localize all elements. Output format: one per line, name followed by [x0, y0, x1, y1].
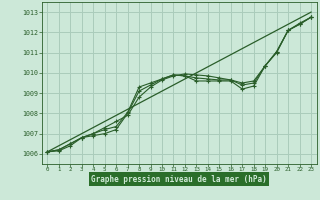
X-axis label: Graphe pression niveau de la mer (hPa): Graphe pression niveau de la mer (hPa) [91, 175, 267, 184]
